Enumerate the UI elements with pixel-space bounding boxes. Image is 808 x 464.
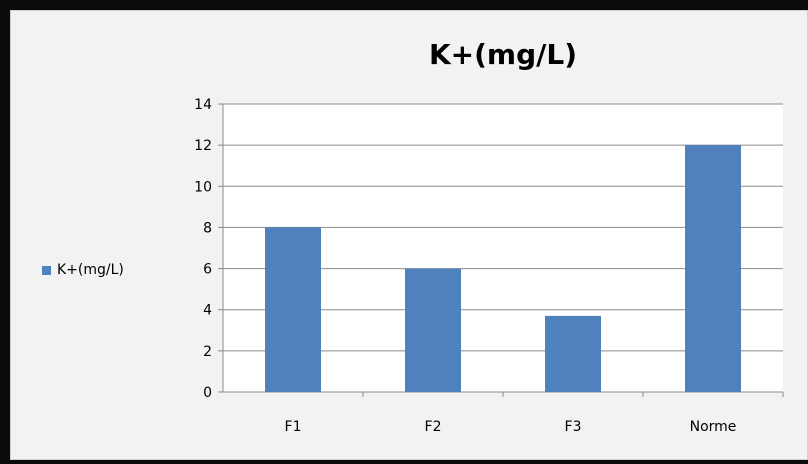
y-tick-label: 12 <box>194 138 212 154</box>
y-tick-label: 10 <box>194 179 212 195</box>
bar-f1 <box>265 227 321 392</box>
bar-norme <box>685 145 741 392</box>
x-tick-label: F2 <box>425 419 442 435</box>
y-tick-label: 4 <box>203 303 212 319</box>
y-tick-label: 0 <box>203 385 212 401</box>
y-tick-label: 14 <box>194 97 212 113</box>
bar-f3 <box>545 315 601 392</box>
legend-swatch <box>42 265 51 275</box>
legend-label: K+(mg/L) <box>57 262 124 278</box>
legend: K+(mg/L) <box>42 262 124 278</box>
x-tick-label: F1 <box>285 419 302 435</box>
frame-bottom <box>0 460 808 464</box>
y-tick-label: 2 <box>203 344 212 360</box>
x-tick-label: Norme <box>690 419 737 435</box>
bar-f2 <box>405 268 461 392</box>
x-tick-label: F3 <box>565 419 582 435</box>
chart-title: K+(mg/L) <box>428 38 578 71</box>
y-tick-label: 6 <box>203 262 212 278</box>
y-tick-label: 8 <box>203 220 212 236</box>
